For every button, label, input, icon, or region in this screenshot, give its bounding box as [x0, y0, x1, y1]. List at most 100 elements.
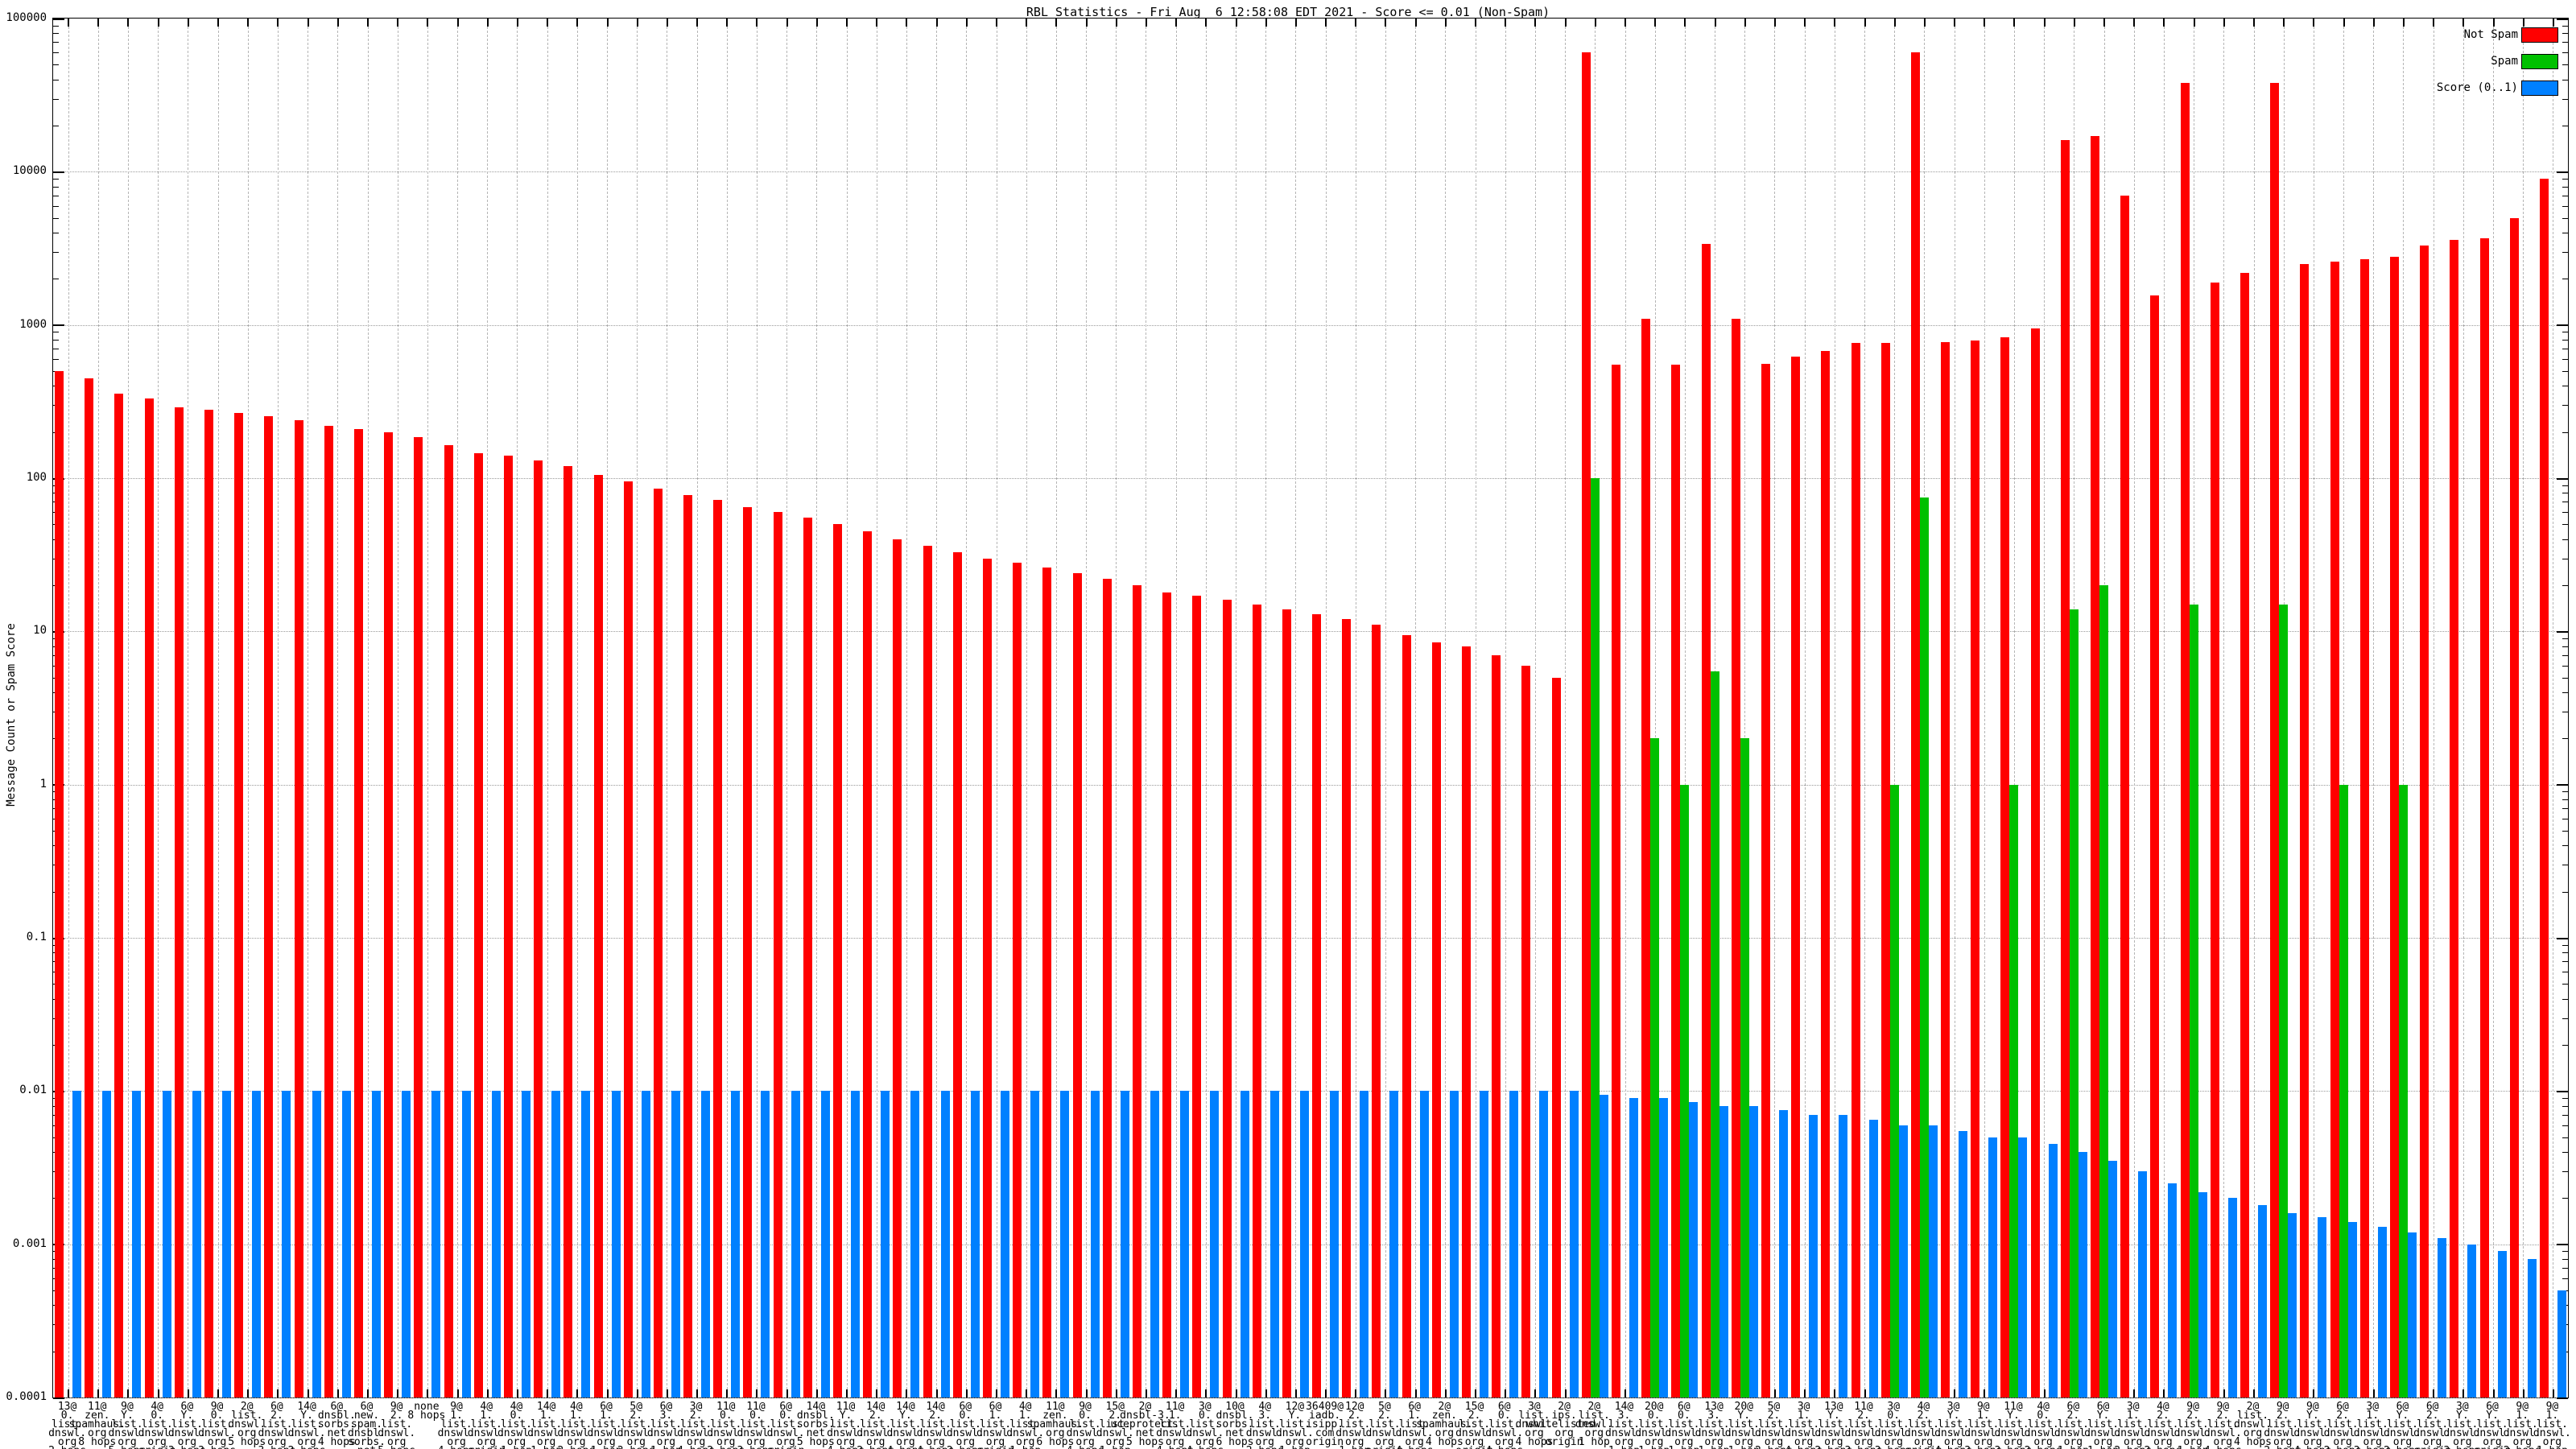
y-minor-tick-left [53, 179, 59, 180]
y-minor-tick-right [2562, 25, 2568, 27]
y-minor-tick-right [2562, 891, 2568, 893]
x-tick-label: 4@ 1. list. dnswl. org 1 hop [1006, 1401, 1045, 1449]
x-tick-top [1864, 19, 1866, 27]
y-minor-tick-right [2562, 370, 2568, 372]
y-minor-tick-right [2562, 33, 2568, 35]
bar-score [72, 1091, 82, 1397]
x-tick-top [2043, 19, 2046, 27]
x-tick-top [187, 19, 189, 27]
x-tick-bottom [1834, 1389, 1836, 1397]
x-gridline [726, 19, 728, 1397]
y-gridline [53, 478, 2568, 479]
x-tick-top [606, 19, 609, 27]
bar-score [1090, 1091, 1100, 1397]
bar-not-spam [1312, 613, 1322, 1397]
y-minor-tick-left [53, 52, 59, 54]
bar-score [1240, 1091, 1249, 1397]
x-gridline [517, 19, 518, 1397]
bar-not-spam [85, 378, 94, 1397]
bar-not-spam [2210, 282, 2219, 1397]
x-tick-bottom [1984, 1389, 1986, 1397]
x-gridline [1385, 19, 1386, 1397]
x-tick-bottom [1055, 1389, 1058, 1397]
x-gridline [1205, 19, 1207, 1397]
x-tick-label: 5@ 2. list. dnswl. org origin [1365, 1401, 1404, 1449]
x-tick-bottom [547, 1389, 549, 1397]
x-gridline [2013, 19, 2015, 1397]
x-tick-top [1294, 19, 1297, 27]
x-tick-bottom [1115, 1389, 1117, 1397]
x-tick-label: 9@ 1. list. dnswl. org 3 hops [1964, 1401, 2003, 1449]
y-major-tick-right [2557, 477, 2568, 480]
x-gridline [277, 19, 279, 1397]
y-major-tick-left [53, 1397, 64, 1399]
y-tick-label: 1000 [19, 317, 47, 331]
bar-not-spam [2420, 245, 2429, 1397]
x-tick-label: 6@ 2. list. dnswl. org origin [2413, 1401, 2452, 1449]
x-gridline [457, 19, 459, 1397]
legend-row: Spam [2399, 54, 2570, 69]
x-tick-bottom [277, 1389, 279, 1397]
legend-row: Not Spam [2399, 27, 2570, 43]
x-tick-top [786, 19, 788, 27]
bar-not-spam [743, 506, 753, 1397]
x-gridline [1415, 19, 1417, 1397]
x-tick-bottom [1026, 1389, 1028, 1397]
y-major-tick-right [2557, 1244, 2568, 1246]
x-gridline [217, 19, 219, 1397]
bar-score [1569, 1091, 1579, 1397]
bar-score [222, 1091, 232, 1397]
y-gridline [53, 324, 2568, 326]
x-tick-top [2133, 19, 2136, 27]
y-minor-tick-right [2562, 791, 2568, 793]
bar-score [1928, 1125, 1938, 1397]
x-gridline [2163, 19, 2165, 1397]
bar-not-spam [324, 425, 333, 1397]
x-tick-label: 4@ 1. list. dnswl. org 2 hops [557, 1401, 596, 1449]
x-tick-bottom [1205, 1389, 1208, 1397]
x-tick-label: 6@ 1. list. dnswl. org origin [976, 1401, 1014, 1449]
y-minor-tick-right [2562, 665, 2568, 667]
y-minor-tick-right [2562, 1198, 2568, 1199]
x-tick-top [1534, 19, 1537, 27]
y-tick-label: 0.1 [26, 931, 47, 943]
x-tick-top [2372, 19, 2375, 27]
x-tick-top [636, 19, 638, 27]
bar-not-spam [2539, 179, 2549, 1397]
x-tick-label: 15@ 2. list. dnswl. org 1 hop [1096, 1401, 1134, 1449]
x-gridline [367, 19, 369, 1397]
x-tick-label: 6@ new. spam. dnsbl. sorbs. net 4 hops [348, 1401, 386, 1449]
x-tick-label: 9@ 2. list. dnswl. org 2 hops [2264, 1401, 2302, 1449]
x-tick-bottom [2253, 1389, 2255, 1397]
bar-not-spam [1671, 365, 1681, 1397]
x-tick-top [97, 19, 100, 27]
x-tick-label: 6@ Y. list. dnswl. org 1 hop [2084, 1401, 2123, 1449]
bar-not-spam [1342, 619, 1352, 1397]
x-tick-top [2343, 19, 2345, 27]
x-tick-bottom [1385, 1389, 1387, 1397]
x-tick-top [367, 19, 369, 27]
y-minor-tick-right [2562, 251, 2568, 253]
bar-score [2377, 1226, 2387, 1397]
bar-not-spam [773, 512, 782, 1397]
bar-not-spam [2300, 263, 2310, 1397]
bar-score [1839, 1114, 1848, 1397]
x-tick-label: 3@ Y. list. dnswl. org 4 hops [1934, 1401, 1973, 1449]
legend-row: Score (0..1) [2399, 80, 2570, 96]
y-major-tick-right [2557, 171, 2568, 173]
bar-score [2347, 1221, 2357, 1397]
x-tick-bottom [1414, 1389, 1417, 1397]
x-tick-label: 13@ 3. list. dnswl. org 1 hop [1695, 1401, 1733, 1449]
x-gridline [786, 19, 788, 1397]
y-major-tick-left [53, 171, 64, 173]
x-gridline [1894, 19, 1896, 1397]
y-minor-tick-right [2562, 64, 2568, 66]
x-tick-label: 4@ 3. list. dnswl. org 2 hops [1245, 1401, 1284, 1449]
bar-spam [2339, 784, 2348, 1397]
x-tick-label: 6@ 0. list. dnswl. org 4 hops [1485, 1401, 1524, 1449]
bar-spam [1710, 671, 1719, 1397]
bar-not-spam [1641, 318, 1651, 1397]
x-tick-bottom [2552, 1389, 2554, 1397]
x-gridline [68, 19, 69, 1397]
x-gridline [247, 19, 249, 1397]
